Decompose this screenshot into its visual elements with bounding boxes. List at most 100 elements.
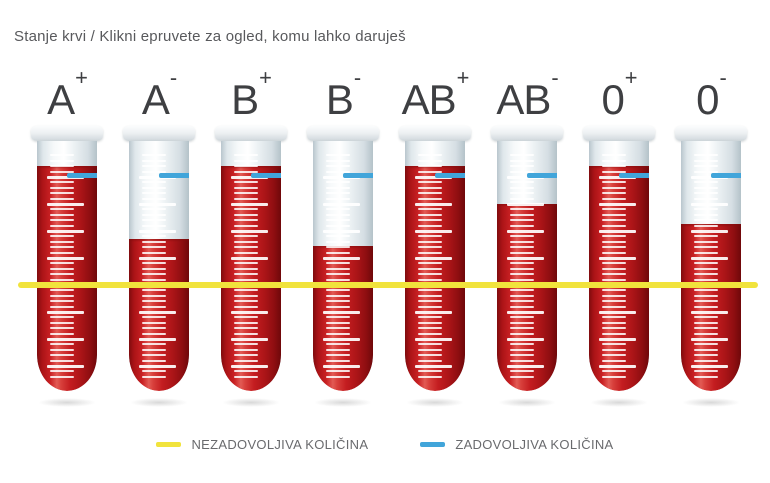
tube-a-plus[interactable]: A+	[21, 65, 113, 426]
graduation-tick	[417, 359, 442, 362]
graduation-tick	[598, 311, 636, 314]
graduation-tick	[690, 257, 728, 260]
graduation-tick	[601, 273, 626, 276]
tube-graduations	[405, 141, 465, 391]
graduation-tick	[49, 154, 74, 157]
graduation-tick	[693, 267, 718, 270]
satisfactory-level-marker	[343, 173, 373, 178]
graduation-tick	[509, 208, 534, 211]
tube-graduations	[37, 141, 97, 391]
graduation-tick	[141, 267, 166, 270]
graduation-tick	[230, 365, 268, 368]
graduation-tick	[417, 224, 442, 227]
graduation-tick	[690, 203, 728, 206]
graduation-tick	[601, 327, 626, 330]
graduation-tick	[693, 273, 718, 276]
graduation-tick	[417, 375, 442, 378]
graduation-tick	[325, 273, 350, 276]
tube-cap	[123, 126, 195, 141]
graduation-tick	[141, 294, 166, 297]
graduation-tick	[49, 343, 74, 346]
graduation-tick	[49, 316, 74, 319]
graduation-tick	[325, 181, 350, 184]
graduation-tick	[233, 327, 258, 330]
test-tube-graphic	[665, 126, 757, 426]
tube-b-minus[interactable]: B-	[297, 65, 389, 426]
graduation-tick	[49, 192, 74, 195]
graduation-tick	[230, 311, 268, 314]
graduation-tick	[325, 354, 350, 357]
satisfactory-level-marker	[619, 173, 649, 178]
tube-0-plus[interactable]: 0+	[573, 65, 665, 426]
graduation-tick	[233, 213, 258, 216]
graduation-tick	[506, 365, 544, 368]
tube-b-plus[interactable]: B+	[205, 65, 297, 426]
graduation-tick	[509, 294, 534, 297]
graduation-tick	[233, 321, 258, 324]
graduation-tick	[506, 203, 544, 206]
graduation-tick	[417, 305, 442, 308]
test-tube-graphic	[113, 126, 205, 426]
graduation-tick	[601, 165, 626, 168]
graduation-tick	[49, 305, 74, 308]
graduation-tick	[690, 176, 728, 179]
graduation-tick	[141, 289, 166, 292]
graduation-tick	[46, 338, 84, 341]
graduation-tick	[417, 181, 442, 184]
graduation-tick	[509, 213, 534, 216]
tube-body	[221, 141, 281, 391]
tube-a-minus[interactable]: A-	[113, 65, 205, 426]
graduation-tick	[322, 176, 360, 179]
graduation-tick	[598, 176, 636, 179]
graduation-tick	[417, 321, 442, 324]
graduation-tick	[601, 278, 626, 281]
graduation-tick	[601, 235, 626, 238]
graduation-tick	[601, 359, 626, 362]
blood-type-label: AB+	[401, 65, 470, 123]
graduation-tick	[233, 370, 258, 373]
tube-0-minus[interactable]: 0-	[665, 65, 757, 426]
graduation-tick	[141, 159, 166, 162]
tube-ab-plus[interactable]: AB+	[389, 65, 481, 426]
graduation-tick	[417, 262, 442, 265]
graduation-tick	[233, 262, 258, 265]
graduation-tick	[49, 321, 74, 324]
graduation-tick	[414, 230, 452, 233]
tube-shadow	[498, 398, 556, 407]
graduation-tick	[325, 224, 350, 227]
graduation-tick	[509, 359, 534, 362]
graduation-tick	[233, 316, 258, 319]
graduation-tick	[693, 370, 718, 373]
graduation-tick	[230, 176, 268, 179]
tube-body	[589, 141, 649, 391]
graduation-tick	[417, 165, 442, 168]
legend-label-unsatisfactory: NEZADOVOLJIVA KOLIČINA	[191, 437, 369, 452]
graduation-tick	[693, 359, 718, 362]
graduation-tick	[509, 197, 534, 200]
graduation-tick	[598, 365, 636, 368]
graduation-tick	[141, 305, 166, 308]
graduation-tick	[690, 338, 728, 341]
test-tube-graphic	[389, 126, 481, 426]
graduation-tick	[417, 251, 442, 254]
graduation-tick	[417, 267, 442, 270]
graduation-tick	[693, 305, 718, 308]
graduation-tick	[506, 338, 544, 341]
graduation-tick	[601, 170, 626, 173]
graduation-tick	[506, 230, 544, 233]
graduation-tick	[509, 224, 534, 227]
tube-graduations	[589, 141, 649, 391]
graduation-tick	[141, 300, 166, 303]
graduation-tick	[414, 338, 452, 341]
graduation-tick	[598, 203, 636, 206]
graduation-tick	[138, 311, 176, 314]
tube-cap	[31, 126, 103, 141]
tube-ab-minus[interactable]: AB-	[481, 65, 573, 426]
graduation-tick	[233, 208, 258, 211]
graduation-tick	[49, 262, 74, 265]
graduation-tick	[49, 213, 74, 216]
graduation-tick	[693, 375, 718, 378]
graduation-tick	[49, 327, 74, 330]
satisfactory-level-marker	[67, 173, 97, 178]
graduation-tick	[325, 327, 350, 330]
